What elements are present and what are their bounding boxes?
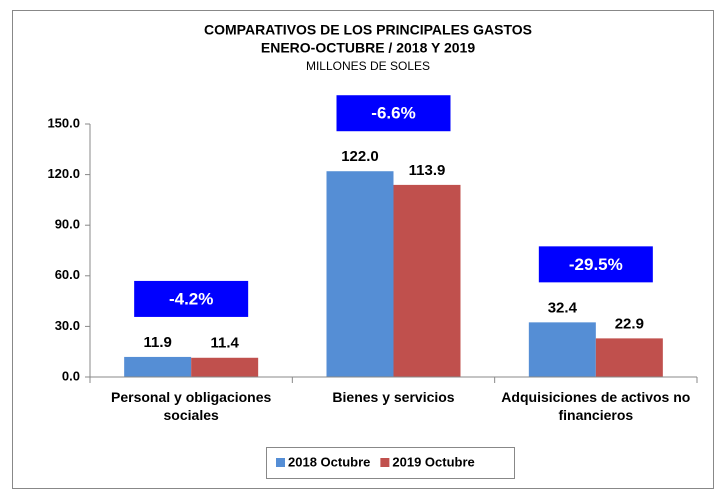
legend-swatch xyxy=(380,458,390,467)
x-tick-label: Personal y obligaciones sociales xyxy=(111,389,272,423)
chart-subtitle: ENERO-OCTUBRE / 2018 Y 2019 xyxy=(261,40,475,56)
y-tick-label: 0.0 xyxy=(62,368,80,383)
value-label: 32.4 xyxy=(548,299,578,316)
y-tick-label: 120.0 xyxy=(47,166,80,181)
chart-title: COMPARATIVOS DE LOS PRINCIPALES GASTOS xyxy=(204,22,532,38)
legend-label: 2019 Octubre xyxy=(392,454,474,469)
legend-swatch xyxy=(276,458,285,467)
annotation: -4.2% xyxy=(169,289,213,308)
y-tick-label: 150.0 xyxy=(47,115,80,130)
bar xyxy=(595,338,663,377)
value-label: 11.4 xyxy=(210,335,239,352)
y-axis-label: MILLONES DE SOLES xyxy=(306,59,430,73)
legend-label: 2018 Octubre xyxy=(288,454,370,469)
bar xyxy=(124,356,192,377)
annotation: -29.5% xyxy=(569,255,623,274)
value-label: 22.9 xyxy=(615,315,644,332)
value-label: 122.0 xyxy=(341,148,379,165)
annotation: -6.6% xyxy=(371,104,415,123)
annotation-box xyxy=(134,280,249,317)
value-label: 11.9 xyxy=(143,334,171,351)
bar xyxy=(326,171,394,377)
annotation-box xyxy=(538,246,653,283)
x-tick-label: Bienes y servicios xyxy=(332,389,455,405)
y-tick-label: 60.0 xyxy=(55,267,80,282)
y-tick-label: 90.0 xyxy=(55,217,80,232)
bar xyxy=(393,184,461,377)
bar xyxy=(191,357,259,377)
annotation-box xyxy=(336,95,451,132)
x-tick-label: Adquisiciones de activos no financieros xyxy=(501,389,691,423)
y-tick-label: 30.0 xyxy=(55,318,80,333)
value-label: 113.9 xyxy=(409,162,446,179)
bar xyxy=(528,322,596,377)
legend-frame xyxy=(266,447,515,479)
